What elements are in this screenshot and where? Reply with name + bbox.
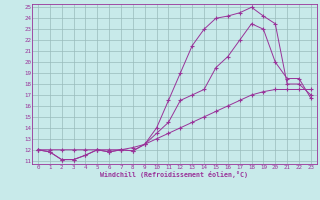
X-axis label: Windchill (Refroidissement éolien,°C): Windchill (Refroidissement éolien,°C): [100, 171, 248, 178]
